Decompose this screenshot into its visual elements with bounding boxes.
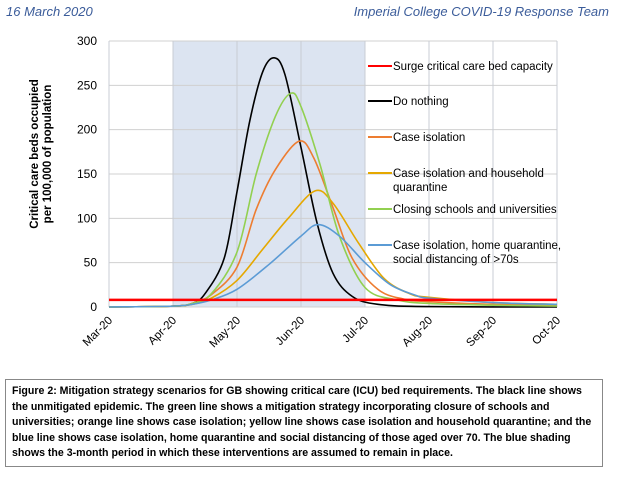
legend-label-line: Do nothing [393, 96, 449, 108]
y-tick-label: 250 [77, 78, 97, 92]
y-tick-label: 150 [77, 167, 97, 181]
legend-label-line: Case isolation, home quarantine, [393, 240, 561, 252]
y-axis-label: per 100,000 of population [42, 85, 54, 224]
x-tick-label: Oct-20 [530, 315, 563, 348]
series-line-5 [108, 223, 558, 308]
legend-label: Case isolation and household quarantine [393, 168, 544, 194]
x-tick-label: Jun-20 [274, 315, 307, 348]
icu-beds-chart: 0 50 100 150 200 250 300 Mar-20 Apr-20 May-20 Jun-… [29, 34, 563, 351]
x-tick-label: Jul-20 [340, 315, 371, 346]
figure-caption: Figure 2: Mitigation strategy scenarios … [5, 379, 603, 467]
legend-label-line: Case isolation [393, 132, 465, 144]
header-date: 16 March 2020 [6, 4, 93, 19]
legend-label: Case isolation, home quarantine, social d… [393, 240, 561, 266]
legend-label-line: Closing schools and universities [393, 204, 557, 216]
legend-label-line: quarantine [393, 182, 447, 194]
y-tick-label: 0 [90, 300, 97, 314]
x-tick-label: Apr-20 [146, 315, 179, 348]
y-tick-label: 200 [77, 123, 97, 137]
x-tick-label: Sep-20 [464, 315, 499, 350]
y-tick-label: 100 [77, 211, 97, 225]
legend-label: Case isolation [393, 132, 465, 144]
legend-label-line: Case isolation and household [393, 168, 544, 180]
legend-label-line: Surge critical care bed capacity [393, 61, 553, 73]
x-tick-label: Aug-20 [400, 315, 435, 350]
header-team: Imperial College COVID-19 Response Team [353, 4, 609, 19]
y-tick-label: 50 [84, 256, 98, 270]
legend-label-line: social distancing of >70s [393, 254, 519, 266]
legend-label: Do nothing [393, 96, 449, 108]
x-tick-label: May-20 [208, 315, 244, 351]
legend-label: Closing schools and universities [393, 204, 557, 216]
y-axis-label: Critical care beds occupied [29, 79, 41, 229]
series-line-1 [108, 57, 558, 308]
x-tick-label: Mar-20 [81, 315, 115, 349]
y-tick-label: 300 [77, 34, 97, 48]
legend-label: Surge critical care bed capacity [393, 61, 553, 73]
